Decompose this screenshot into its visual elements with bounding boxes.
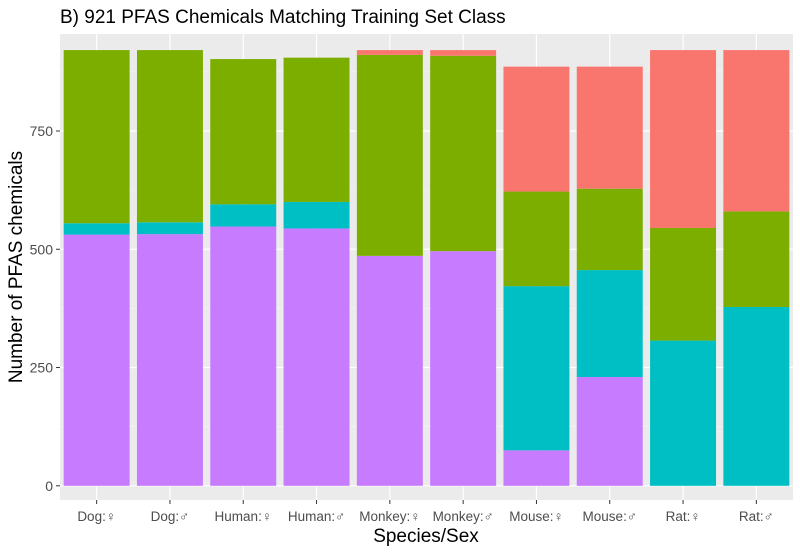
y-tick-label: 0: [45, 478, 53, 494]
x-axis: Dog:♀ Dog:♂ Human:♀ Human:♂ Monkey:♀ Monkey:♂…: [77, 500, 774, 524]
x-tick-label: Human:♀: [215, 509, 272, 524]
bar-segment: [136, 234, 203, 486]
bar-segment: [576, 188, 643, 271]
bar-segment: [723, 50, 790, 212]
bar-segment: [63, 223, 130, 235]
bar-segment: [503, 450, 570, 486]
bar-segment: [723, 211, 790, 307]
bar-segment: [356, 255, 423, 486]
x-tick-label: Dog:♂: [151, 509, 190, 524]
bar-segment: [136, 50, 203, 223]
bars: [63, 50, 790, 486]
bar-segment: [210, 226, 277, 486]
bar-segment: [63, 50, 130, 224]
bar-segment: [576, 66, 643, 189]
x-tick-label: Dog:♀: [77, 509, 116, 524]
x-tick-label: Monkey:♀: [359, 509, 420, 524]
bar-segment: [430, 55, 497, 252]
x-tick-label: Mouse:♂: [583, 509, 637, 524]
bar-segment: [650, 227, 717, 341]
x-tick-label: Monkey:♂: [433, 509, 494, 524]
bar-segment: [503, 66, 570, 192]
bar-segment: [356, 54, 423, 256]
bar-segment: [576, 376, 643, 486]
x-tick-label: Rat:♀: [666, 509, 701, 524]
bar-segment: [430, 50, 497, 56]
x-tick-label: Rat:♂: [739, 509, 774, 524]
bar-segment: [576, 270, 643, 377]
bar-segment: [503, 286, 570, 451]
chart-title: B) 921 PFAS Chemicals Matching Training …: [60, 7, 506, 28]
x-tick-label: Human:♂: [288, 509, 345, 524]
bar-segment: [283, 201, 350, 229]
y-tick-label: 750: [30, 123, 54, 139]
bar-segment: [283, 57, 350, 202]
y-axis: 0 250 500 750: [30, 123, 60, 494]
bar-segment: [650, 50, 717, 228]
bar-segment: [210, 59, 277, 205]
bar-segment: [650, 340, 717, 486]
bar-segment: [136, 222, 203, 235]
bar-segment: [283, 228, 350, 486]
y-tick-label: 250: [30, 360, 54, 376]
bar-segment: [723, 306, 790, 486]
bar-segment: [430, 251, 497, 486]
y-tick-label: 500: [30, 241, 54, 257]
x-axis-title: Species/Sex: [373, 526, 479, 547]
y-axis-title: Number of PFAS chemicals: [6, 151, 27, 383]
bar-segment: [356, 50, 423, 55]
bar-segment: [503, 191, 570, 287]
x-tick-label: Mouse:♀: [509, 509, 563, 524]
bar-segment: [210, 204, 277, 227]
bar-segment: [63, 234, 130, 486]
